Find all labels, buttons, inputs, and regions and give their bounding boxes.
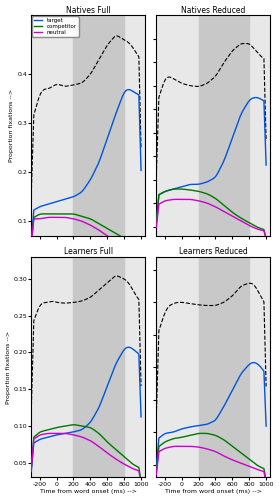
Y-axis label: Proportion fixations -->: Proportion fixations --> (10, 89, 15, 162)
X-axis label: Time from word onset (ms) -->: Time from word onset (ms) --> (165, 490, 262, 494)
Title: Learners Reduced: Learners Reduced (179, 247, 248, 256)
Title: Natives Full: Natives Full (66, 6, 111, 15)
X-axis label: Time from word onset (ms) -->: Time from word onset (ms) --> (40, 490, 137, 494)
Title: Learners Full: Learners Full (64, 247, 113, 256)
Legend: target, competitor, neutral: target, competitor, neutral (32, 16, 79, 36)
Bar (73, 257, 124, 478)
Title: Natives Reduced: Natives Reduced (181, 6, 246, 15)
Bar (73, 16, 124, 236)
Y-axis label: Proportion fixations -->: Proportion fixations --> (6, 330, 11, 404)
Bar (199, 16, 249, 236)
Bar (199, 257, 249, 478)
